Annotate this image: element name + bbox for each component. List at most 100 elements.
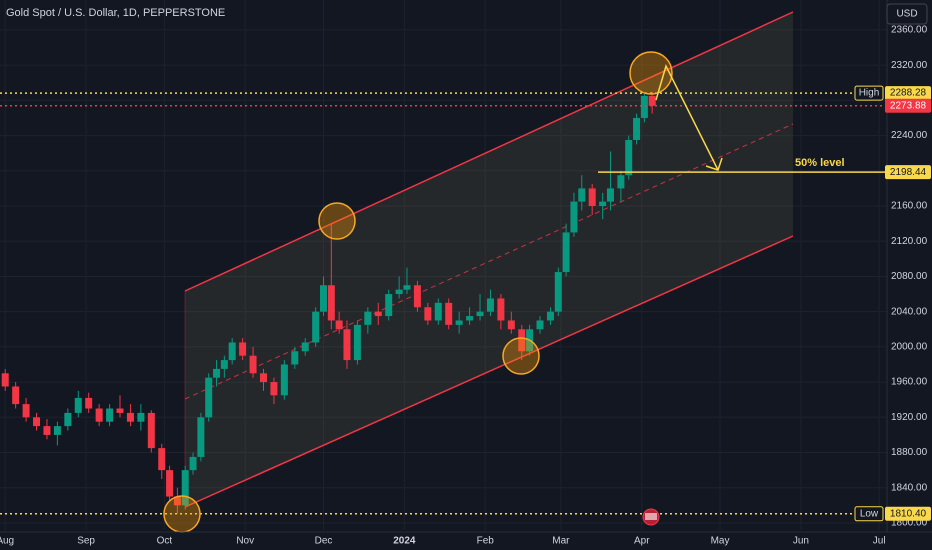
flag-icon	[642, 508, 660, 526]
candle-body	[424, 307, 432, 321]
candle-body	[497, 298, 505, 321]
candle-body	[395, 289, 403, 295]
x-tick-label: Sep	[77, 536, 95, 547]
price-label-box	[885, 98, 931, 113]
touch-circle	[163, 495, 201, 533]
candle-body	[74, 397, 82, 413]
candle-body	[95, 408, 103, 422]
y-tick-label: 2240.00	[891, 130, 928, 141]
candle-body	[327, 285, 335, 321]
candle-body	[606, 188, 614, 202]
candle-body	[445, 302, 453, 325]
candle-body	[137, 412, 145, 422]
channel-upper	[184, 11, 794, 292]
y-tick-label: 1880.00	[891, 447, 928, 458]
y-tick-label: 2360.00	[891, 25, 928, 36]
candle-body	[588, 188, 596, 207]
candle-body	[353, 324, 361, 361]
x-tick-label: May	[711, 536, 730, 547]
candle-body	[33, 417, 41, 427]
x-tick-label: Dec	[315, 536, 333, 547]
chart-title: Gold Spot / U.S. Dollar, 1D, PEPPERSTONE	[6, 7, 225, 19]
candle-body	[213, 368, 221, 378]
candle-body	[270, 382, 278, 396]
candle-body	[403, 285, 411, 290]
candle-body	[648, 95, 656, 106]
grid	[0, 0, 887, 530]
candle-body	[280, 364, 288, 396]
candle-body	[239, 342, 247, 356]
y-tick-label: 2160.00	[891, 201, 928, 212]
channel-fill	[185, 12, 793, 507]
x-tick-label: Aug	[0, 536, 14, 547]
level-name: Low	[860, 508, 879, 519]
candle-body	[181, 470, 189, 506]
candle-body	[43, 426, 51, 435]
candle-body	[625, 139, 633, 176]
candle-body	[476, 311, 484, 317]
price-label: 1810.40	[890, 508, 927, 519]
x-tick-label: Jun	[793, 536, 809, 547]
candle-body	[385, 294, 393, 317]
x-tick-label: 2024	[393, 536, 416, 547]
level-name-box	[854, 506, 884, 522]
candle-body	[22, 404, 30, 418]
candle-body	[562, 232, 570, 273]
touch-circle	[502, 337, 540, 375]
candle-body	[1, 373, 9, 387]
candle-body	[633, 117, 641, 140]
flag-stripe	[645, 513, 657, 520]
candle-body	[518, 329, 526, 352]
candle-body	[249, 355, 257, 374]
x-tick-label: Apr	[634, 536, 650, 547]
candle-body	[413, 285, 421, 308]
candle-body	[640, 95, 648, 118]
price-label: 2288.28	[890, 88, 927, 99]
y-tick-label: 1800.00	[891, 518, 928, 529]
candle-body	[374, 311, 382, 317]
y-tick-label: 2040.00	[891, 306, 928, 317]
candle-body	[291, 351, 299, 365]
currency-button[interactable]	[886, 3, 928, 25]
currency[interactable]: USD	[896, 9, 917, 20]
candle-body	[434, 302, 442, 321]
channel-mid	[184, 123, 794, 400]
candle-body	[53, 426, 61, 435]
candle-body	[319, 285, 327, 312]
x-tick-label: Mar	[552, 536, 570, 547]
y-tick-label: 2080.00	[891, 271, 928, 282]
candle-body	[85, 397, 93, 409]
candle-body	[343, 329, 351, 361]
level-name-box	[854, 85, 884, 101]
y-tick-label: 1960.00	[891, 377, 928, 388]
candle-body	[486, 298, 494, 312]
price-label: 2198.44	[890, 167, 927, 178]
candle-body	[158, 448, 166, 471]
candle-body	[259, 373, 267, 383]
circles	[163, 51, 673, 533]
price-label-box	[885, 506, 931, 521]
x-tick-label: Feb	[477, 536, 495, 547]
y-tick-label: 1840.00	[891, 482, 928, 493]
candle-body	[197, 417, 205, 457]
candle-body	[106, 408, 114, 422]
y-tick-label: 1920.00	[891, 412, 928, 423]
price-label-box	[885, 165, 931, 180]
arrow-path	[655, 63, 719, 171]
candle-body	[228, 342, 236, 361]
axes: 1800.00 1840.00 1880.00 1920.00 1960.00 2000.…	[0, 25, 931, 547]
candle-body	[312, 311, 320, 343]
candle-body	[507, 320, 515, 330]
y-tick-label: 2120.00	[891, 236, 928, 247]
annotation-text: 50% level	[795, 157, 845, 169]
candle-body	[617, 175, 625, 189]
x-tick-label: Jul	[873, 536, 886, 547]
candle-body	[599, 201, 607, 207]
y-tick-label: 2000.00	[891, 342, 928, 353]
price-label-box	[885, 86, 931, 101]
candle-body	[546, 311, 554, 321]
candle-body	[301, 342, 309, 352]
candle-body	[166, 470, 174, 497]
